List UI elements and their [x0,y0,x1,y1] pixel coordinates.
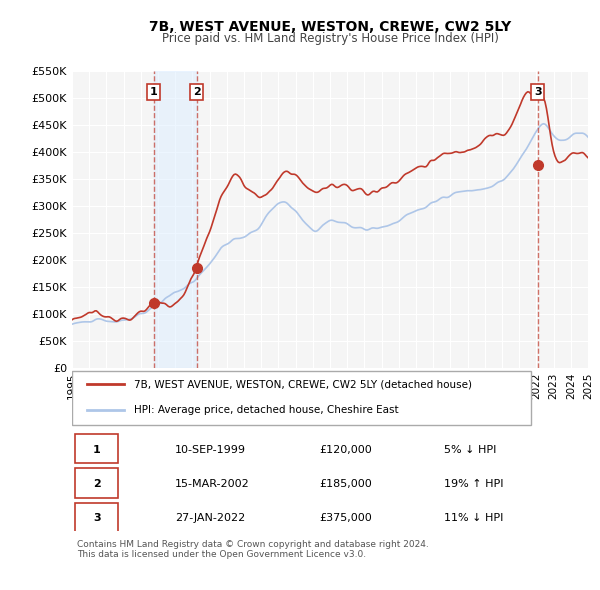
Text: 11% ↓ HPI: 11% ↓ HPI [443,513,503,523]
Text: 1: 1 [93,445,101,455]
Text: Contains HM Land Registry data © Crown copyright and database right 2024.
This d: Contains HM Land Registry data © Crown c… [77,540,429,559]
Text: 2: 2 [93,479,101,489]
Text: 3: 3 [534,87,542,97]
Text: £375,000: £375,000 [320,513,373,523]
Text: Price paid vs. HM Land Registry's House Price Index (HPI): Price paid vs. HM Land Registry's House … [161,32,499,45]
Text: 10-SEP-1999: 10-SEP-1999 [175,445,246,455]
Text: £185,000: £185,000 [320,479,373,489]
FancyBboxPatch shape [74,503,118,532]
Text: 1: 1 [150,87,158,97]
Text: 15-MAR-2002: 15-MAR-2002 [175,479,250,489]
FancyBboxPatch shape [72,371,531,425]
Text: 27-JAN-2022: 27-JAN-2022 [175,513,245,523]
FancyBboxPatch shape [74,434,118,463]
FancyBboxPatch shape [74,468,118,497]
Text: 3: 3 [93,513,101,523]
Bar [154,71,197,368]
Text: 19% ↑ HPI: 19% ↑ HPI [443,479,503,489]
Text: 2: 2 [193,87,200,97]
Text: 7B, WEST AVENUE, WESTON, CREWE, CW2 5LY (detached house): 7B, WEST AVENUE, WESTON, CREWE, CW2 5LY … [134,379,472,389]
Text: 7B, WEST AVENUE, WESTON, CREWE, CW2 5LY: 7B, WEST AVENUE, WESTON, CREWE, CW2 5LY [149,19,511,34]
Text: 5% ↓ HPI: 5% ↓ HPI [443,445,496,455]
Text: £120,000: £120,000 [320,445,373,455]
Text: HPI: Average price, detached house, Cheshire East: HPI: Average price, detached house, Ches… [134,405,398,415]
